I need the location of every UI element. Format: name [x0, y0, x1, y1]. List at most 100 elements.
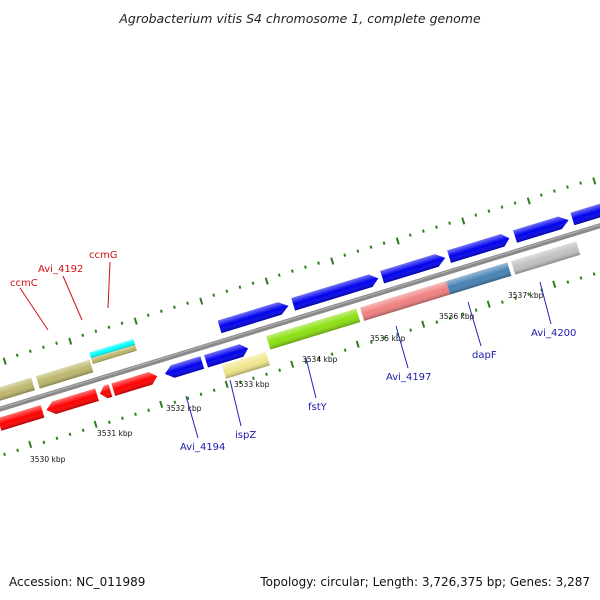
ruler-tick [225, 289, 229, 293]
ruler-tick [251, 281, 255, 285]
ruler-tick [224, 380, 229, 388]
ruler-tick [421, 229, 425, 233]
gene-label-Avi_4192[interactable]: Avi_4192 [38, 264, 83, 275]
ruler-tick [278, 368, 282, 372]
gene-labels: ccmC Avi_4192 ccmG Avi_4194 ispZ fstY Av… [10, 250, 576, 453]
ruler-tick [579, 181, 582, 185]
ruler-tick [448, 316, 452, 320]
ruler-label: 3532 kbp [166, 404, 202, 413]
ruler-tick [173, 305, 176, 309]
ruler-tick [107, 420, 111, 425]
ruler-tick [3, 452, 6, 457]
ruler-tick [435, 225, 438, 229]
ruler-tick [173, 400, 177, 404]
ruler-tick [290, 360, 295, 368]
map-title: Agrobacterium vitis S4 chromosome 1, com… [118, 11, 481, 26]
ruler-tick [2, 357, 7, 365]
ruler-tick [552, 189, 556, 193]
feature-reverse-blue-1[interactable] [163, 356, 205, 380]
ruler-tick [277, 273, 281, 277]
ruler-tick [186, 301, 189, 305]
ruler-tick [343, 253, 347, 257]
ruler-tick [500, 205, 504, 209]
gene-label-ccmC[interactable]: ccmC [10, 278, 38, 289]
gene-label-Avi_4200[interactable]: Avi_4200 [531, 328, 576, 339]
ruler-label: 3531 kbp [97, 429, 133, 438]
ruler-label: 3536 kbp [439, 312, 475, 321]
gene-label-fstY[interactable]: fstY [308, 402, 328, 413]
feature-reverse-red-2[interactable] [44, 388, 99, 416]
ruler-tick [317, 356, 321, 360]
feature-forward-cyan[interactable] [89, 339, 136, 359]
ruler-tick [592, 177, 597, 185]
feature-forward-olive-1[interactable] [0, 377, 35, 405]
ruler-tick [421, 320, 426, 328]
ruler-tick [42, 345, 45, 349]
ruler-label: 3535 kbp [370, 334, 406, 343]
feature-reverse-steel[interactable] [446, 262, 512, 295]
ruler-tick [474, 308, 478, 312]
ruler-tick [343, 348, 347, 352]
ruler-tick [16, 448, 20, 453]
feature-reverse-red-1[interactable] [0, 405, 45, 431]
ruler-tick [134, 412, 137, 416]
ruler-tick [264, 277, 269, 285]
feature-forward-blue-6[interactable] [570, 195, 600, 226]
feature-reverse-gray[interactable] [511, 241, 581, 275]
ruler-tick [147, 408, 151, 412]
ruler-tick [81, 333, 85, 337]
gene-label-ccmG[interactable]: ccmG [89, 250, 118, 261]
ruler-tick [435, 320, 439, 324]
feature-forward-blue-4[interactable] [447, 232, 511, 263]
gene-label-Avi_4194[interactable]: Avi_4194 [180, 442, 225, 453]
ruler-tick [68, 432, 72, 437]
ruler-tick [290, 269, 294, 273]
gene-label-Avi_4197[interactable]: Avi_4197 [386, 372, 431, 383]
ruler-tick [395, 237, 400, 245]
ruler-tick [304, 360, 308, 364]
ruler-tick [68, 337, 73, 345]
ruler-tick [514, 296, 517, 300]
ruler-tick [461, 312, 465, 316]
feature-reverse-red-4[interactable] [111, 370, 159, 396]
ruler-tick [146, 313, 150, 317]
gene-label-ispZ[interactable]: ispZ [235, 430, 256, 441]
ruler-tick [238, 380, 242, 384]
ruler-tick [330, 257, 335, 265]
ruler-tick [369, 245, 373, 249]
ruler-tick [55, 436, 59, 441]
ruler-tick [579, 276, 583, 280]
ruler-tick [28, 440, 33, 449]
ruler-tick [382, 241, 386, 245]
feature-forward-olive-2[interactable] [35, 359, 94, 389]
ruler-tick [396, 332, 399, 336]
ruler-tick [265, 372, 268, 376]
ruler-tick [487, 209, 491, 213]
ruler-tick [383, 336, 386, 340]
ruler-tick [408, 233, 412, 237]
ruler-tick [304, 265, 307, 269]
feature-forward-olive-3[interactable] [91, 344, 137, 365]
feature-reverse-blue-2[interactable] [204, 342, 250, 368]
ruler-tick [121, 416, 124, 420]
feature-forward-blue-3[interactable] [380, 252, 447, 284]
feature-forward-blue-5[interactable] [513, 214, 570, 243]
ruler-tick [552, 280, 557, 288]
ruler-label: 3534 kbp [302, 355, 338, 364]
ruler-tick [212, 388, 216, 392]
ruler-tick [461, 217, 466, 225]
gene-label-dapF[interactable]: dapF [472, 350, 497, 361]
feature-reverse-khaki[interactable] [221, 351, 271, 379]
feature-forward-blue-2[interactable] [291, 272, 380, 311]
forward-features [0, 195, 600, 405]
feature-forward-blue-1[interactable] [217, 300, 291, 334]
ruler-tick [356, 249, 360, 253]
feature-reverse-green[interactable] [266, 308, 361, 350]
ruler-tick [448, 221, 451, 225]
ruler-tick [94, 329, 98, 333]
feature-reverse-red-3[interactable] [98, 384, 113, 400]
genome-backbone [0, 199, 600, 421]
ruler-tick [355, 340, 360, 348]
feature-reverse-salmon[interactable] [360, 281, 451, 321]
